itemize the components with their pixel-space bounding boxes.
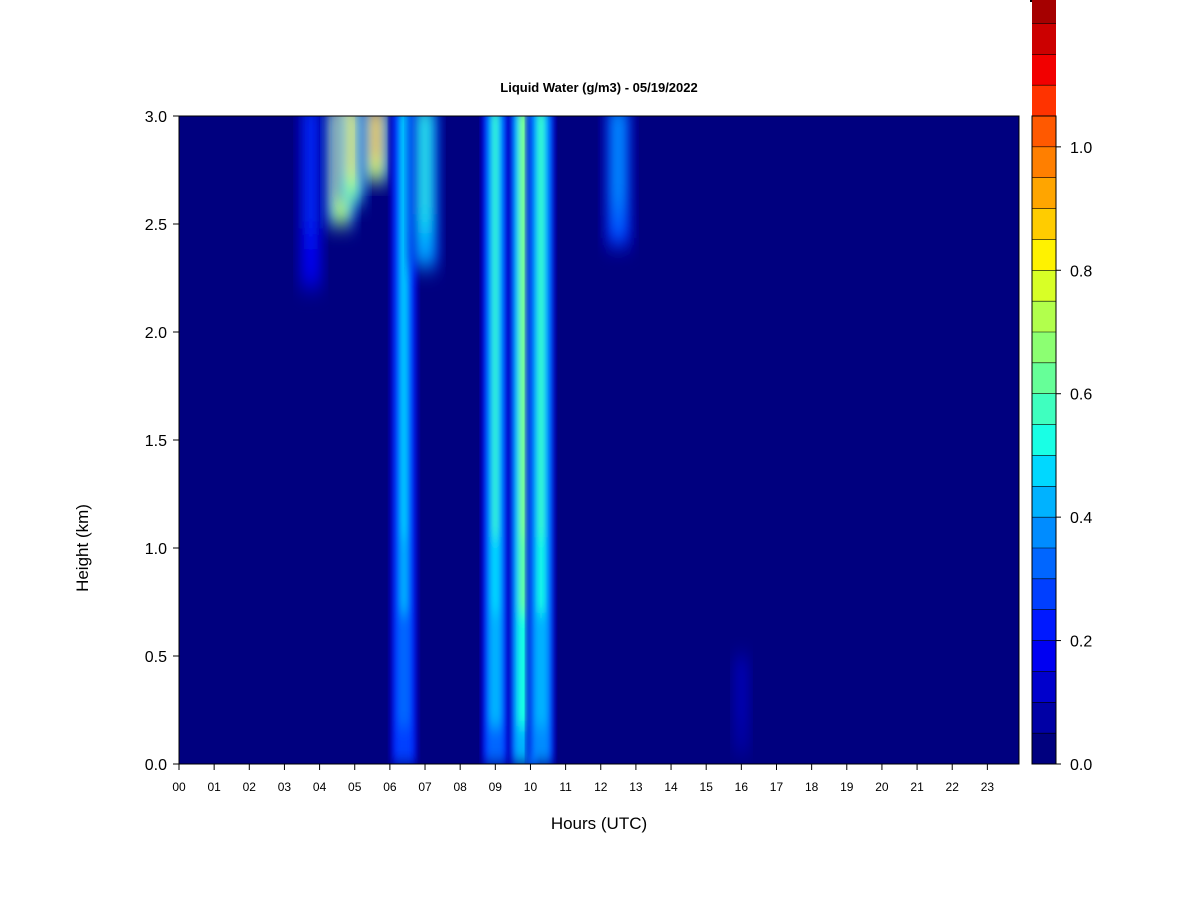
y-tick-label: 0.5: [145, 649, 167, 666]
colorbar-tick-label: 0.0: [1070, 757, 1092, 774]
colorbar-tick-label: 0.6: [1070, 387, 1092, 404]
x-tick-label: 21: [910, 780, 924, 794]
colorbar-swatch: [1032, 362, 1056, 394]
colorbar-tick-label: 0.8: [1070, 263, 1092, 280]
colorbar-swatch: [1032, 116, 1056, 147]
x-tick-label: 19: [840, 780, 854, 794]
colorbar-swatch: [1032, 239, 1056, 271]
y-axis-label: Height (km): [73, 504, 92, 592]
feature-level: [373, 116, 378, 159]
x-tick-label: 07: [418, 780, 432, 794]
x-tick-label: 13: [629, 780, 643, 794]
feature-level: [423, 116, 428, 215]
x-tick-label: 12: [594, 780, 608, 794]
x-tick-label: 01: [207, 780, 221, 794]
colorbar-swatch: [1032, 702, 1056, 734]
x-tick-label: 05: [348, 780, 362, 794]
x-tick-label: 15: [700, 780, 714, 794]
x-tick-label: 00: [172, 780, 186, 794]
colorbar-swatch: [1032, 517, 1056, 548]
y-tick-label: 3.0: [145, 109, 167, 126]
y-tick-label: 2.0: [145, 325, 167, 342]
colorbar-swatch: [1032, 609, 1056, 641]
feature-level: [521, 116, 526, 538]
colorbar-swatch: [1032, 393, 1056, 425]
x-tick-label: 03: [278, 780, 292, 794]
colorbar-swatch: [1032, 146, 1056, 178]
y-tick-label: 1.0: [145, 541, 167, 558]
y-tick-label: 1.5: [145, 433, 167, 450]
x-tick-label: 11: [559, 780, 572, 794]
plot-frame: [178, 115, 1020, 765]
x-axis: 00 01 02 03 04 05 06 07 08 09 10 11 12 13 14 15 16 17 18 19…: [172, 764, 994, 794]
x-tick-label: 04: [313, 780, 327, 794]
colorbar-tick-label: 1.0: [1070, 140, 1092, 157]
colorbar-tick-label: 0.4: [1070, 510, 1092, 527]
x-tick-label: 18: [805, 780, 819, 794]
feature-level: [349, 116, 354, 173]
x-tick-label: 20: [875, 780, 889, 794]
liquid-water-feature: [336, 116, 366, 203]
y-tick-label: 0.0: [145, 757, 167, 774]
liquid-water-feature: [603, 116, 634, 246]
colorbar-swatch: [1032, 640, 1056, 672]
x-tick-label: 17: [770, 780, 784, 794]
feature-layer: [298, 116, 750, 764]
x-tick-label: 09: [489, 780, 503, 794]
x-tick-label: 22: [946, 780, 960, 794]
chart-title: Liquid Water (g/m3) - 05/19/2022: [500, 80, 697, 95]
x-tick-label: 23: [981, 780, 995, 794]
x-tick-label: 02: [243, 780, 257, 794]
colorbar-tick-label: 0.2: [1070, 634, 1092, 651]
feature-level: [616, 116, 621, 201]
colorbar-swatch: [1032, 85, 1056, 116]
feature-level: [539, 116, 544, 538]
feature-level: [401, 116, 406, 538]
feature-level: [739, 656, 744, 723]
colorbar-swatch: [1032, 578, 1056, 610]
liquid-water-feature: [526, 116, 556, 764]
colorbar-swatch: [1032, 54, 1056, 86]
x-tick-label: 06: [383, 780, 397, 794]
liquid-water-feature: [298, 116, 324, 289]
x-tick-label: 16: [735, 780, 749, 794]
colorbar-swatch: [1032, 733, 1056, 764]
x-tick-label: 10: [524, 780, 538, 794]
y-tick-label: 2.5: [145, 217, 167, 234]
liquid-water-feature: [480, 116, 511, 764]
colorbar-swatch: [1032, 301, 1056, 332]
colorbar-swatch: [1032, 548, 1056, 579]
colorbar-swatch: [1032, 332, 1056, 363]
feature-level: [308, 116, 313, 229]
x-tick-label: 08: [453, 780, 467, 794]
colorbar: 0.0 0.2 0.4 0.6 0.8 1.0: [1031, 0, 1092, 774]
colorbar-swatch: [1032, 23, 1056, 55]
colorbar-swatch: [1032, 455, 1056, 487]
liquid-water-feature: [361, 116, 391, 181]
colorbar-swatch: [1032, 208, 1056, 240]
x-axis-label: Hours (UTC): [551, 814, 647, 833]
y-axis: 0.0 0.5 1.0 1.5 2.0 2.5 3.0: [145, 109, 179, 774]
feature-level: [493, 116, 498, 538]
colorbar-swatch: [1032, 0, 1056, 24]
x-tick-label: 14: [664, 780, 678, 794]
liquid-water-feature: [410, 116, 440, 268]
plot-area: [179, 116, 1019, 764]
colorbar-swatch: [1032, 270, 1056, 302]
colorbar-swatch: [1032, 177, 1056, 209]
colorbar-swatch: [1032, 671, 1056, 703]
colorbar-swatch: [1032, 486, 1056, 518]
colorbar-frame: [1031, 115, 1057, 765]
liquid-water-feature: [733, 656, 750, 754]
colorbar-swatch: [1032, 424, 1056, 456]
